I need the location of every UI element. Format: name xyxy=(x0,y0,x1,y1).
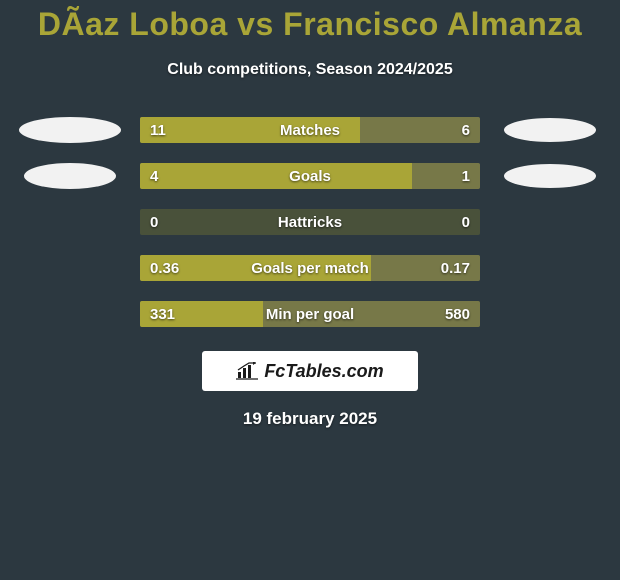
team-b-badge xyxy=(504,164,596,188)
bar-chart-icon xyxy=(236,362,258,380)
page-title: DÃ­az Loboa vs Francisco Almanza xyxy=(0,0,620,43)
badge-col-right xyxy=(480,199,620,245)
vs-separator: vs xyxy=(228,6,283,42)
stat-bar: Goals per match0.360.17 xyxy=(140,255,480,281)
player-a-name: DÃ­az Loboa xyxy=(38,6,228,42)
badge-col-right xyxy=(480,107,620,153)
stat-bar: Hattricks0 0 xyxy=(140,209,480,235)
stat-bar-b xyxy=(371,255,480,281)
team-a-badge xyxy=(24,163,116,189)
stat-row: Goals41 xyxy=(0,153,620,199)
badge-col-left xyxy=(0,153,140,199)
stat-value-b: 0 xyxy=(462,209,470,235)
stat-bar: Goals41 xyxy=(140,163,480,189)
team-b-badge xyxy=(504,118,596,142)
badge-col-left xyxy=(0,107,140,153)
stat-bar-b xyxy=(360,117,480,143)
footer-logo-text: FcTables.com xyxy=(264,361,383,382)
stat-bar: Matches116 xyxy=(140,117,480,143)
stats-rows: Matches116 Goals41 Hattricks0 0 Goals per ma… xyxy=(0,107,620,337)
stat-bar-a xyxy=(140,301,263,327)
stat-bar-b xyxy=(412,163,480,189)
stat-bar-a xyxy=(140,117,360,143)
footer-logo[interactable]: FcTables.com xyxy=(202,351,418,391)
stat-value-a: 0 xyxy=(150,209,158,235)
badge-col-right xyxy=(480,291,620,337)
badge-col-right xyxy=(480,245,620,291)
badge-col-left xyxy=(0,245,140,291)
badge-col-left xyxy=(0,291,140,337)
stat-label: Hattricks xyxy=(140,209,480,235)
stat-bar-a xyxy=(140,163,412,189)
stat-bar-b xyxy=(263,301,480,327)
team-a-badge xyxy=(19,117,121,143)
stat-bar: Min per goal331580 xyxy=(140,301,480,327)
stat-row: Goals per match0.360.17 xyxy=(0,245,620,291)
stat-row: Matches116 xyxy=(0,107,620,153)
badge-col-left xyxy=(0,199,140,245)
stat-row: Min per goal331580 xyxy=(0,291,620,337)
stat-row: Hattricks0 0 xyxy=(0,199,620,245)
subtitle: Club competitions, Season 2024/2025 xyxy=(0,61,620,79)
player-b-name: Francisco Almanza xyxy=(283,6,582,42)
footer-date: 19 february 2025 xyxy=(0,409,620,429)
stat-bar-a xyxy=(140,255,371,281)
badge-col-right xyxy=(480,153,620,199)
